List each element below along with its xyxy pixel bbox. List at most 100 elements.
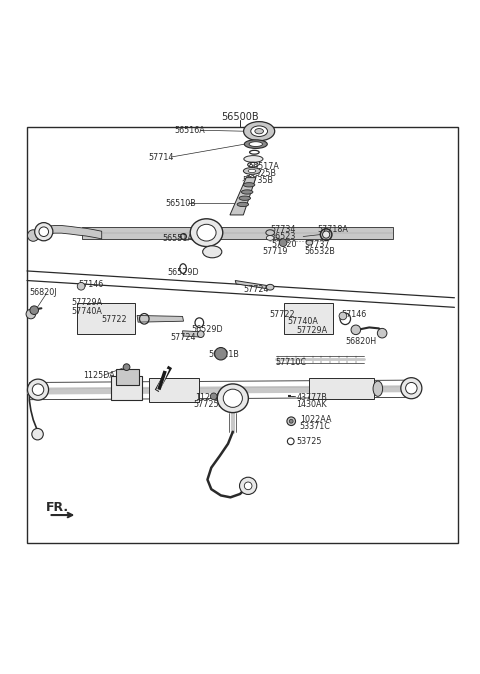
Polygon shape bbox=[82, 227, 393, 239]
Text: 57722: 57722 bbox=[101, 315, 127, 324]
Circle shape bbox=[215, 348, 227, 360]
Ellipse shape bbox=[266, 230, 275, 235]
Bar bbox=[310, 378, 374, 399]
Circle shape bbox=[32, 429, 43, 440]
Text: 57720: 57720 bbox=[271, 240, 297, 249]
Circle shape bbox=[401, 377, 422, 399]
Circle shape bbox=[39, 227, 48, 237]
Polygon shape bbox=[156, 368, 169, 391]
Ellipse shape bbox=[373, 381, 383, 396]
Circle shape bbox=[289, 419, 293, 423]
Text: 57722: 57722 bbox=[270, 309, 295, 319]
Ellipse shape bbox=[203, 246, 222, 257]
Ellipse shape bbox=[244, 156, 263, 162]
Polygon shape bbox=[235, 280, 270, 289]
Text: 1125DA: 1125DA bbox=[84, 371, 115, 379]
Ellipse shape bbox=[251, 126, 267, 136]
Text: 57740A: 57740A bbox=[72, 307, 102, 315]
Text: 57714: 57714 bbox=[148, 152, 173, 162]
Bar bbox=[111, 376, 142, 400]
Bar bbox=[284, 303, 333, 334]
Text: 1022AA: 1022AA bbox=[300, 415, 331, 424]
Circle shape bbox=[26, 309, 36, 319]
Text: 57725A: 57725A bbox=[193, 400, 224, 410]
Ellipse shape bbox=[243, 121, 275, 141]
Text: 1124AE: 1124AE bbox=[195, 393, 226, 402]
Text: 56820H: 56820H bbox=[345, 337, 376, 346]
Text: 57718A: 57718A bbox=[318, 225, 348, 235]
Ellipse shape bbox=[248, 169, 256, 173]
Circle shape bbox=[351, 325, 360, 334]
Text: 57146: 57146 bbox=[79, 280, 104, 289]
Ellipse shape bbox=[241, 190, 253, 194]
Ellipse shape bbox=[266, 235, 274, 241]
Ellipse shape bbox=[266, 284, 274, 290]
Text: 57729A: 57729A bbox=[297, 326, 328, 335]
Text: 56525B: 56525B bbox=[246, 168, 277, 178]
Ellipse shape bbox=[239, 196, 251, 200]
Circle shape bbox=[287, 417, 296, 425]
Ellipse shape bbox=[197, 224, 216, 241]
Text: 57737: 57737 bbox=[304, 240, 330, 249]
Ellipse shape bbox=[323, 231, 330, 238]
Text: 56500B: 56500B bbox=[221, 112, 259, 122]
Polygon shape bbox=[137, 315, 183, 322]
Ellipse shape bbox=[197, 331, 204, 338]
Circle shape bbox=[240, 477, 257, 495]
Polygon shape bbox=[157, 371, 167, 390]
Ellipse shape bbox=[249, 142, 263, 146]
Circle shape bbox=[244, 482, 252, 490]
Ellipse shape bbox=[243, 168, 261, 175]
Text: 56523: 56523 bbox=[271, 232, 296, 241]
Circle shape bbox=[27, 379, 48, 400]
Text: 53371C: 53371C bbox=[300, 422, 331, 431]
Ellipse shape bbox=[306, 241, 313, 245]
Circle shape bbox=[27, 230, 39, 241]
Text: 57734: 57734 bbox=[271, 225, 296, 235]
Text: 56517A: 56517A bbox=[249, 162, 279, 171]
Ellipse shape bbox=[243, 183, 255, 187]
Text: 53725: 53725 bbox=[297, 437, 322, 446]
Text: 57280: 57280 bbox=[119, 380, 144, 390]
Text: 56510B: 56510B bbox=[165, 199, 196, 208]
Circle shape bbox=[210, 393, 217, 400]
Text: 43777B: 43777B bbox=[297, 393, 327, 402]
Circle shape bbox=[77, 282, 85, 290]
Circle shape bbox=[32, 384, 44, 396]
Text: 56551A: 56551A bbox=[162, 235, 193, 243]
Bar bbox=[77, 303, 135, 334]
Circle shape bbox=[339, 312, 347, 319]
Text: 56529D: 56529D bbox=[167, 268, 199, 277]
Circle shape bbox=[406, 382, 417, 394]
Circle shape bbox=[35, 222, 53, 241]
Text: 57735B: 57735B bbox=[243, 177, 274, 185]
Text: FR.: FR. bbox=[46, 501, 69, 514]
Circle shape bbox=[279, 239, 287, 247]
Ellipse shape bbox=[244, 140, 267, 148]
Text: 56532B: 56532B bbox=[304, 247, 335, 256]
Circle shape bbox=[123, 364, 130, 371]
Polygon shape bbox=[182, 331, 200, 337]
Circle shape bbox=[30, 306, 38, 315]
Text: 57719: 57719 bbox=[263, 247, 288, 256]
Text: 56516A: 56516A bbox=[174, 126, 204, 135]
Ellipse shape bbox=[217, 384, 248, 412]
Ellipse shape bbox=[190, 219, 223, 247]
Polygon shape bbox=[155, 366, 172, 392]
Text: 57724: 57724 bbox=[244, 284, 269, 294]
Polygon shape bbox=[230, 178, 256, 215]
Text: 57724: 57724 bbox=[170, 333, 196, 342]
Text: 57146: 57146 bbox=[341, 311, 367, 319]
Circle shape bbox=[377, 328, 387, 338]
Ellipse shape bbox=[223, 389, 242, 407]
Text: 56521B: 56521B bbox=[208, 350, 240, 359]
Text: 56820J: 56820J bbox=[29, 288, 57, 297]
Bar bbox=[27, 127, 458, 543]
Text: 56529D: 56529D bbox=[191, 325, 223, 334]
Text: 57710C: 57710C bbox=[276, 359, 306, 367]
Text: 57729A: 57729A bbox=[72, 298, 103, 307]
Text: 1430AK: 1430AK bbox=[297, 400, 327, 409]
Bar bbox=[116, 369, 140, 386]
Text: 57740A: 57740A bbox=[288, 317, 319, 326]
Bar bbox=[149, 377, 199, 402]
